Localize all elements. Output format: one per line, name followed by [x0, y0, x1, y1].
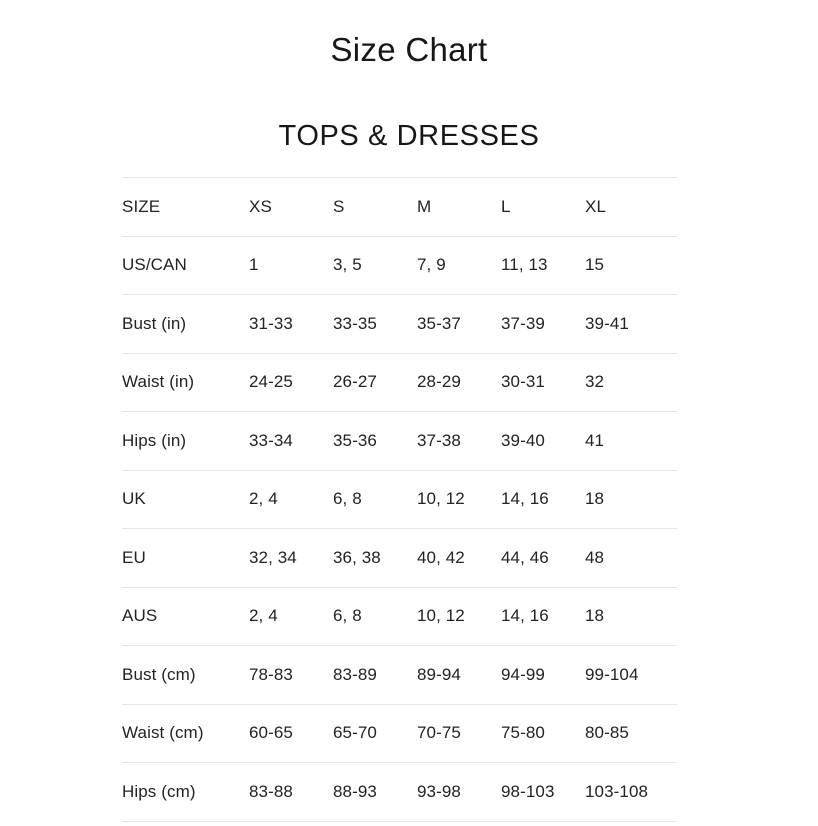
- table-row: EU 32, 34 36, 38 40, 42 44, 46 48: [122, 528, 677, 588]
- column-header-size: SIZE: [122, 196, 161, 216]
- column-header-l: L: [501, 196, 511, 216]
- row-label: EU: [122, 547, 146, 567]
- cell-s: 6, 8: [333, 606, 362, 626]
- cell-s: 83-89: [333, 664, 377, 684]
- table-row: Waist (in) 24-25 26-27 28-29 30-31 32: [122, 353, 677, 412]
- cell-m: 10, 12: [417, 606, 465, 626]
- table-row: AUS 2, 4 6, 8 10, 12 14, 16 18: [122, 587, 677, 646]
- row-label: US/CAN: [122, 255, 187, 275]
- size-chart-table: SIZE XS S M L XL US/CAN 1 3, 5 7, 9 11, …: [122, 177, 677, 822]
- cell-l: 11, 13: [501, 255, 548, 275]
- row-label: UK: [122, 489, 146, 509]
- row-label: Waist (cm): [122, 723, 204, 743]
- cell-l: 98-103: [501, 781, 555, 801]
- cell-s: 36, 38: [333, 547, 381, 567]
- cell-xl: 32: [585, 372, 605, 392]
- cell-l: 94-99: [501, 664, 545, 684]
- cell-s: 33-35: [333, 313, 377, 333]
- cell-l: 14, 16: [501, 489, 549, 509]
- cell-m: 10, 12: [417, 489, 465, 509]
- row-label: AUS: [122, 606, 158, 626]
- cell-xl: 80-85: [585, 723, 629, 743]
- table-row: Bust (cm) 78-83 83-89 89-94 94-99 99-104: [122, 645, 677, 705]
- table-row: Bust (in) 31-33 33-35 35-37 37-39 39-41: [122, 294, 677, 354]
- cell-m: 89-94: [417, 664, 461, 684]
- cell-xl: 41: [585, 430, 605, 450]
- cell-s: 88-93: [333, 781, 377, 801]
- cell-xs: 2, 4: [249, 489, 278, 509]
- cell-xl: 103-108: [585, 781, 649, 801]
- cell-xs: 78-83: [249, 664, 293, 684]
- cell-s: 35-36: [333, 430, 377, 450]
- table-row: Waist (cm) 60-65 65-70 70-75 75-80 80-85: [122, 704, 677, 763]
- cell-xs: 24-25: [249, 372, 293, 392]
- section-title: TOPS & DRESSES: [278, 120, 540, 152]
- cell-xs: 31-33: [249, 313, 293, 333]
- cell-m: 37-38: [417, 430, 461, 450]
- cell-xs: 83-88: [249, 781, 293, 801]
- cell-l: 75-80: [501, 723, 545, 743]
- cell-l: 14, 16: [501, 606, 549, 626]
- column-header-xs: XS: [249, 196, 272, 216]
- cell-m: 35-37: [417, 313, 461, 333]
- cell-xs: 33-34: [249, 430, 293, 450]
- cell-l: 44, 46: [501, 547, 549, 567]
- table-row: Hips (in) 33-34 35-36 37-38 39-40 41: [122, 411, 677, 471]
- cell-l: 30-31: [501, 372, 545, 392]
- cell-xs: 2, 4: [249, 606, 278, 626]
- size-chart-table-container: SIZE XS S M L XL US/CAN 1 3, 5 7, 9 11, …: [122, 177, 677, 822]
- cell-l: 37-39: [501, 313, 545, 333]
- cell-m: 7, 9: [417, 255, 446, 275]
- cell-s: 3, 5: [333, 255, 362, 275]
- page-title: Size Chart: [330, 31, 488, 68]
- row-label: Hips (cm): [122, 781, 196, 801]
- table-header: SIZE XS S M L XL: [122, 177, 677, 236]
- row-label: Bust (in): [122, 313, 187, 333]
- cell-s: 6, 8: [333, 489, 362, 509]
- cell-m: 28-29: [417, 372, 461, 392]
- cell-m: 70-75: [417, 723, 461, 743]
- table-row: US/CAN 1 3, 5 7, 9 11, 13 15: [122, 236, 677, 295]
- cell-xl: 18: [585, 606, 605, 626]
- cell-xl: 99-104: [585, 664, 639, 684]
- row-label: Waist (in): [122, 372, 195, 392]
- cell-xs: 60-65: [249, 723, 293, 743]
- cell-m: 93-98: [417, 781, 461, 801]
- column-header-m: M: [417, 196, 432, 216]
- column-header-s: S: [333, 196, 345, 216]
- table-header-row: SIZE XS S M L XL: [122, 177, 677, 236]
- cell-xs: 1: [249, 255, 259, 275]
- cell-s: 65-70: [333, 723, 377, 743]
- cell-xl: 15: [585, 255, 605, 275]
- row-label: Hips (in): [122, 430, 187, 450]
- table-row: UK 2, 4 6, 8 10, 12 14, 16 18: [122, 470, 677, 529]
- cell-xl: 48: [585, 547, 605, 567]
- cell-xl: 18: [585, 489, 605, 509]
- row-label: Bust (cm): [122, 664, 196, 684]
- cell-m: 40, 42: [417, 547, 465, 567]
- table-body: US/CAN 1 3, 5 7, 9 11, 13 15 Bust (in) 3…: [122, 236, 677, 821]
- cell-s: 26-27: [333, 372, 377, 392]
- cell-xl: 39-41: [585, 313, 629, 333]
- column-header-xl: XL: [585, 196, 606, 216]
- cell-xs: 32, 34: [249, 547, 297, 567]
- table-row: Hips (cm) 83-88 88-93 93-98 98-103 103-1…: [122, 762, 677, 821]
- cell-l: 39-40: [501, 430, 545, 450]
